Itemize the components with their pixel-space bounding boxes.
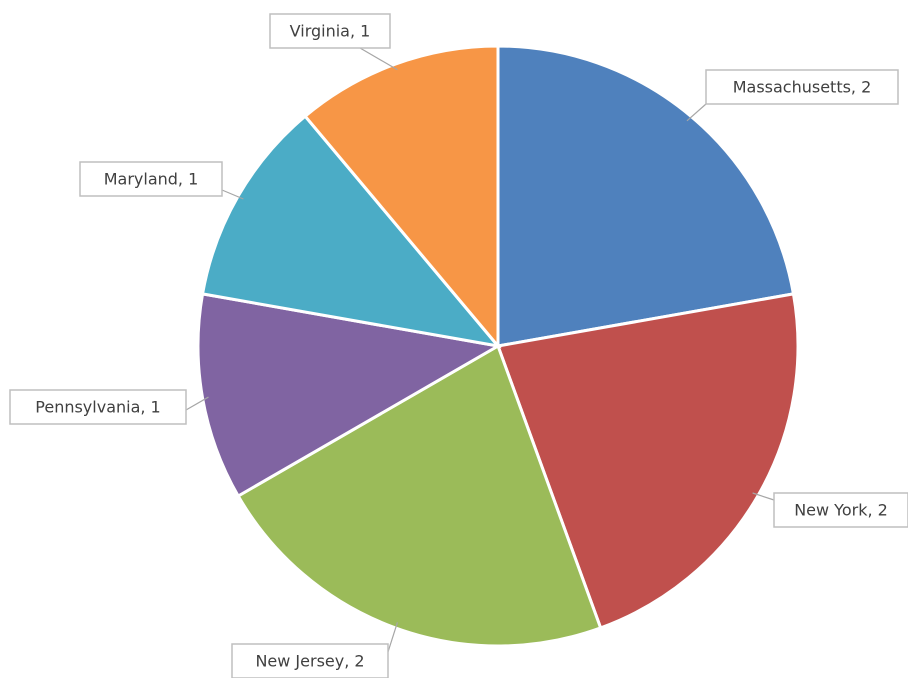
slice: Massachusetts [496,44,796,348]
data-label: Massachusetts, 2 [733,78,872,97]
label-box [705,69,899,105]
leader-line [221,189,244,200]
slice: New York [495,292,800,630]
slice: Maryland [200,114,502,349]
slice-group: New York [495,292,800,630]
leader-line [359,47,398,71]
slice: Virginia [303,44,500,351]
data-label: Pennsylvania, 1 [35,398,160,417]
leader-line [686,103,707,122]
leader-line [185,396,209,411]
data-label: Maryland, 1 [104,170,199,189]
slice-group: Massachusetts [496,44,796,348]
slice-group: Maryland [200,114,502,349]
label-box [9,389,187,425]
label-box [231,643,389,678]
data-label: Virginia, 1 [290,22,371,41]
label-box [773,492,908,528]
slice-group: Virginia [303,44,500,351]
slice: Pennsylvania [196,292,503,499]
label-box [79,161,223,197]
data-label: New Jersey, 2 [255,652,364,671]
label-box [269,13,391,49]
data-label: New York, 2 [794,501,888,520]
leader-line [752,492,775,501]
slice-group: Pennsylvania [196,292,503,499]
leader-line [387,622,399,653]
